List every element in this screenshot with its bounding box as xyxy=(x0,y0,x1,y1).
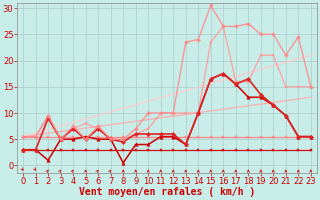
X-axis label: Vent moyen/en rafales ( km/h ): Vent moyen/en rafales ( km/h ) xyxy=(79,187,255,197)
